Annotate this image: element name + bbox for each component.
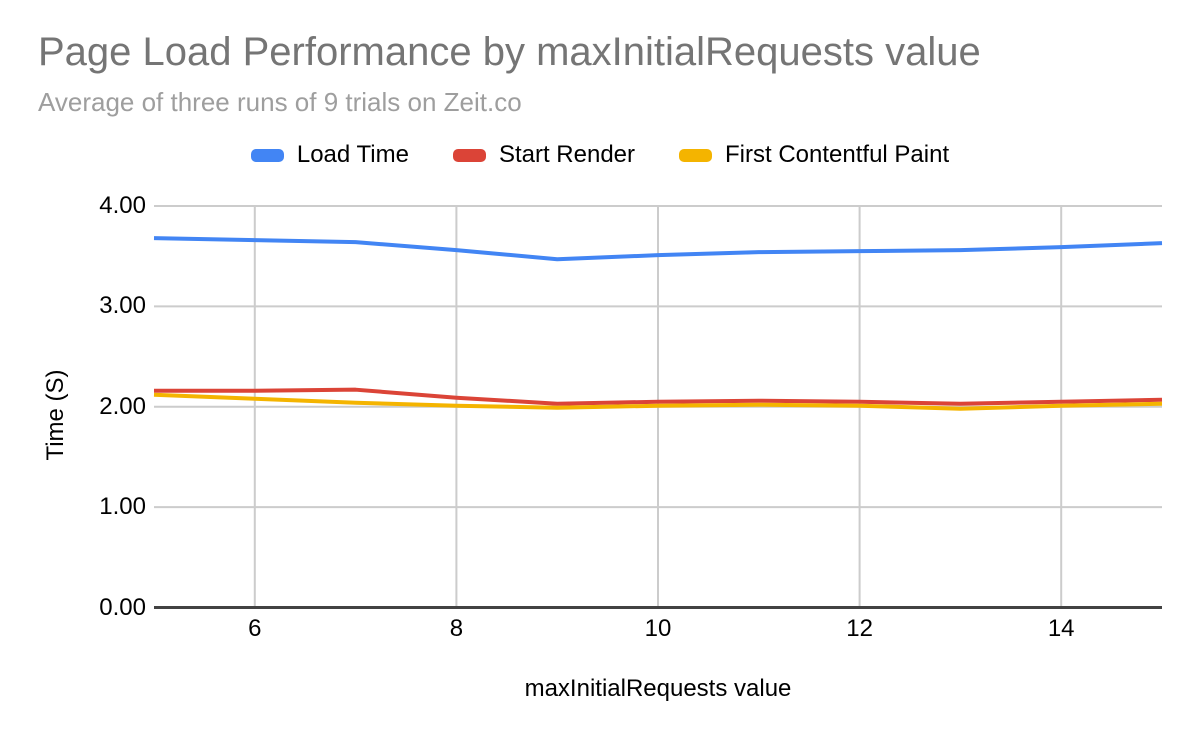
legend-swatch-icon [452, 148, 486, 162]
legend-label: Load Time [296, 141, 409, 168]
legend-item-first-contentful-paint: First Contentful Paint [679, 141, 949, 169]
legend: Load Time Start Render First Contentful Pa… [0, 141, 1200, 169]
legend-swatch-icon [679, 148, 713, 162]
series-line-first-contentful-paint [153, 392, 1163, 411]
legend-item-start-render: Start Render [452, 141, 636, 169]
x-tick-label: 14 [1047, 615, 1075, 642]
series-line-load-time [153, 236, 1163, 262]
y-tick-label: 4.00 [99, 192, 146, 219]
x-tick-label: 6 [248, 615, 262, 642]
y-tick-label: 1.00 [99, 493, 146, 521]
x-axis-title: maxInitialRequests value [524, 675, 792, 702]
x-tick-label: 12 [846, 615, 873, 642]
legend-label: Start Render [498, 141, 636, 168]
y-tick-label: 3.00 [99, 292, 146, 320]
legend-item-load-time: Load Time [250, 141, 409, 169]
legend-swatch-icon [250, 148, 284, 162]
y-tick-label: 2.00 [99, 392, 146, 420]
chart-subtitle: Average of three runs of 9 trials on Zei… [38, 87, 522, 117]
x-tick-label: 10 [644, 615, 672, 642]
series-line-start-render [154, 387, 1163, 406]
chart-title: Page Load Performance by maxInitialReque… [38, 30, 981, 74]
legend-label: First Contentful Paint [725, 141, 950, 168]
x-tick-label: 8 [449, 615, 464, 642]
y-tick-label: 0.00 [99, 593, 146, 621]
